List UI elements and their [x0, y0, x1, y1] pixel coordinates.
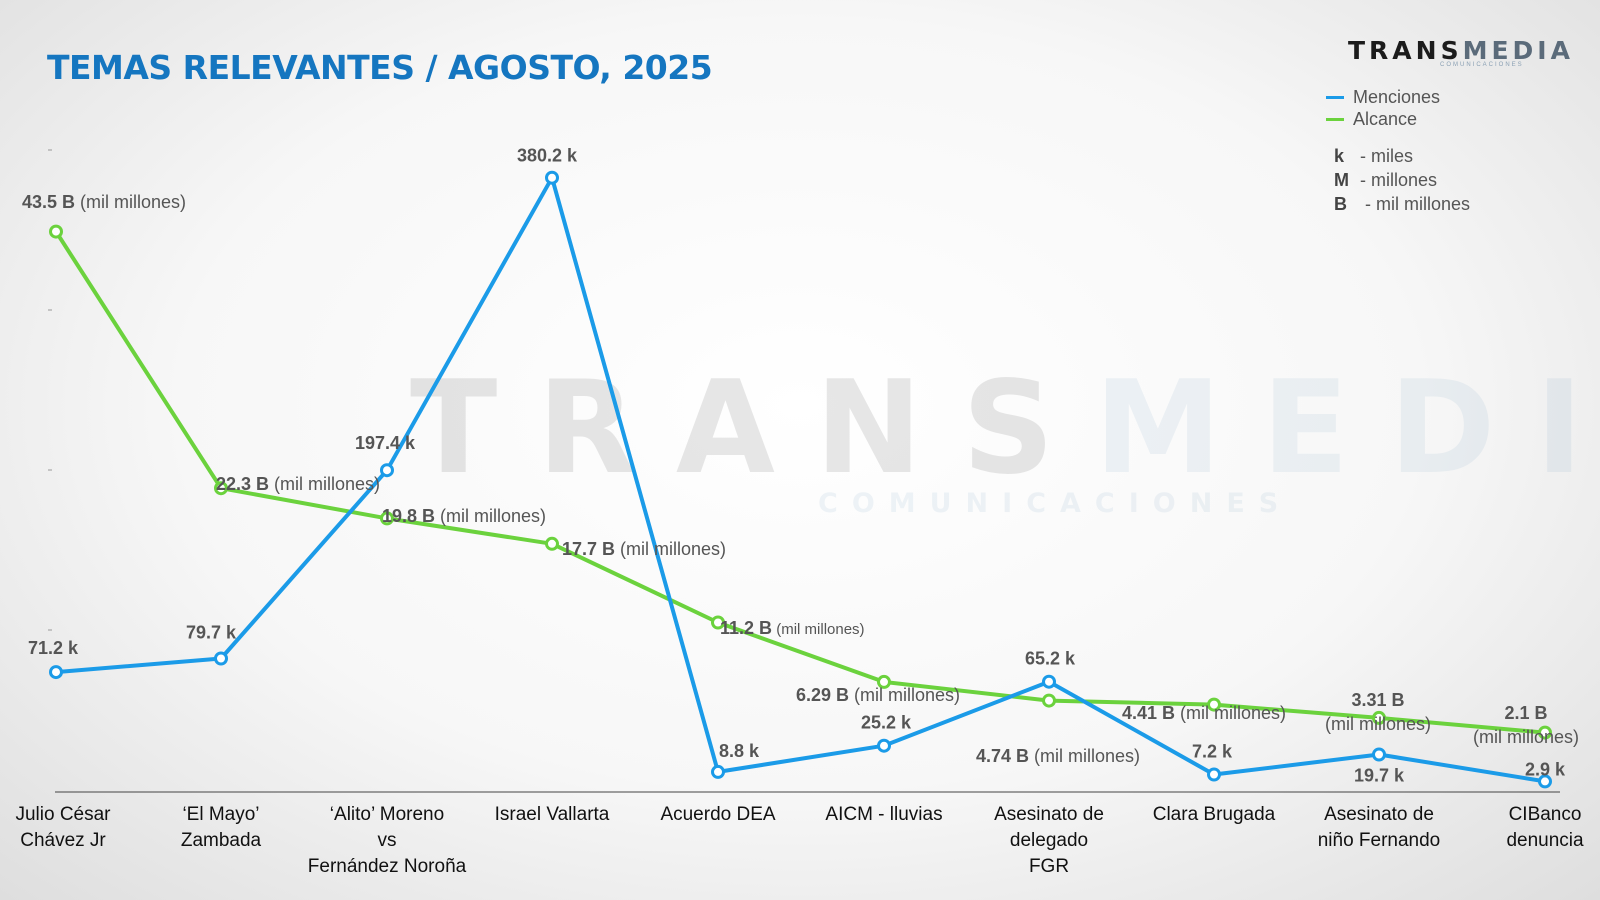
x-category-label-7: Clara Brugada	[1153, 804, 1276, 825]
watermark-text-trans: TRANS	[410, 354, 1094, 503]
x-category-label-5: AICM - lluvias	[825, 804, 942, 825]
chart-title: TEMAS RELEVANTES / AGOSTO, 2025	[47, 48, 713, 87]
data-label-menciones-7: 7.2 k	[1192, 742, 1233, 762]
data-label-menciones-3: 380.2 k	[517, 146, 578, 166]
unit-key: M	[1334, 170, 1349, 190]
point-menciones-7	[1207, 767, 1221, 782]
series-line-alcance	[54, 230, 1546, 735]
point-alcance-8	[1372, 710, 1386, 725]
legend-label-menciones: Menciones	[1353, 86, 1441, 107]
data-label-alcance-6: 4.74 B (mil millones)	[976, 746, 1140, 766]
unit-label: - mil millones	[1360, 194, 1471, 214]
brand-logo: TRANSMEDIA COMUNICACIONES	[1348, 36, 1570, 68]
svg-text:TRANSMEDIA: TRANSMEDIA	[410, 354, 1600, 503]
units-key: k - miles M - millones B - mil millones	[1334, 144, 1470, 216]
data-label-menciones-0: 71.2 k	[28, 638, 79, 658]
point-alcance-3	[545, 536, 559, 551]
x-category-label-0: Julio César Chávez Jr	[15, 804, 111, 851]
x-category-label-1: ‘El Mayo’ Zambada	[181, 804, 262, 851]
data-label-menciones-1: 79.7 k	[186, 623, 237, 643]
watermark-subtext: COMUNICACIONES	[818, 488, 1292, 519]
data-label-menciones-2: 197.4 k	[355, 433, 416, 453]
legend-label-alcance: Alcance	[1353, 108, 1418, 129]
point-menciones-4	[711, 764, 725, 779]
unit-row-millones: M - millones	[1334, 168, 1470, 192]
point-alcance-1	[214, 481, 228, 496]
point-menciones-2	[380, 463, 394, 478]
data-label-alcance-5: 6.29 B (mil millones)	[796, 685, 960, 705]
unit-row-miles: k - miles	[1334, 144, 1470, 168]
point-menciones-9	[1538, 774, 1552, 789]
point-menciones-5	[877, 738, 891, 753]
data-label-alcance-2: 19.8 B (mil millones)	[382, 506, 546, 526]
watermark: TRANSMEDIA COMUNICACIONES	[410, 354, 1600, 519]
point-alcance-4	[711, 615, 725, 630]
unit-row-mil-millones: B - mil millones	[1334, 192, 1470, 216]
x-category-label-6: Asesinato de delegado FGR	[994, 804, 1104, 877]
chart-legend: Menciones Alcance	[1326, 86, 1440, 130]
data-label-menciones-5: 25.2 k	[861, 713, 912, 733]
point-menciones-0	[49, 665, 63, 680]
data-label-menciones-4: 8.8 k	[719, 741, 760, 761]
logo-text-trans: TRANS	[1348, 36, 1463, 65]
data-label-alcance-3: 17.7 B (mil millones)	[562, 539, 726, 559]
point-menciones-8	[1372, 747, 1386, 762]
watermark-text-media: MEDIA	[1094, 354, 1600, 503]
x-category-label-2: ‘Alito’ Moreno vs Fernández Noroña	[308, 804, 467, 877]
unit-key: k	[1334, 146, 1345, 166]
legend-item-alcance: Alcance	[1326, 108, 1440, 130]
data-label-alcance-9: 2.1 B (mil millones)	[1473, 703, 1579, 747]
point-menciones-6	[1042, 674, 1056, 689]
logo-text-media: MEDIA	[1462, 36, 1574, 65]
unit-label: - miles	[1360, 146, 1413, 166]
legend-swatch-menciones	[1326, 95, 1344, 99]
point-menciones-1	[214, 651, 228, 666]
point-alcance-2	[380, 511, 394, 526]
unit-key: B	[1334, 194, 1347, 214]
legend-swatch-alcance	[1326, 117, 1344, 121]
point-menciones-3	[545, 170, 559, 185]
logo-subtext: COMUNICACIONES	[1440, 62, 1524, 68]
data-label-menciones-6: 65.2 k	[1025, 649, 1076, 669]
x-category-label-3: Israel Vallarta	[495, 804, 610, 825]
point-alcance-7	[1207, 697, 1221, 712]
point-alcance-9	[1538, 725, 1552, 740]
x-category-label-8: Asesinato de niño Fernando	[1318, 804, 1441, 851]
unit-label: - millones	[1360, 170, 1438, 190]
x-category-label-9: CIBanco denuncia	[1506, 804, 1584, 851]
series-line-menciones	[55, 175, 1546, 784]
point-alcance-6	[1042, 693, 1056, 708]
x-category-label-4: Acuerdo DEA	[660, 804, 775, 825]
data-label-menciones-8: 19.7 k	[1354, 766, 1405, 786]
data-label-alcance-4: 11.2 B (mil millones)	[720, 618, 865, 638]
point-alcance-5	[877, 674, 891, 689]
data-label-alcance-0: 43.5 B (mil millones)	[22, 192, 186, 212]
data-label-alcance-8: 3.31 B (mil millones)	[1325, 690, 1431, 734]
legend-item-menciones: Menciones	[1326, 86, 1440, 108]
data-label-alcance-1: 22.3 B (mil millones)	[216, 474, 380, 494]
point-alcance-0	[49, 224, 63, 239]
data-label-menciones-9: 2.9 k	[1525, 759, 1566, 779]
data-label-alcance-7: 4.41 B (mil millones)	[1122, 703, 1286, 723]
